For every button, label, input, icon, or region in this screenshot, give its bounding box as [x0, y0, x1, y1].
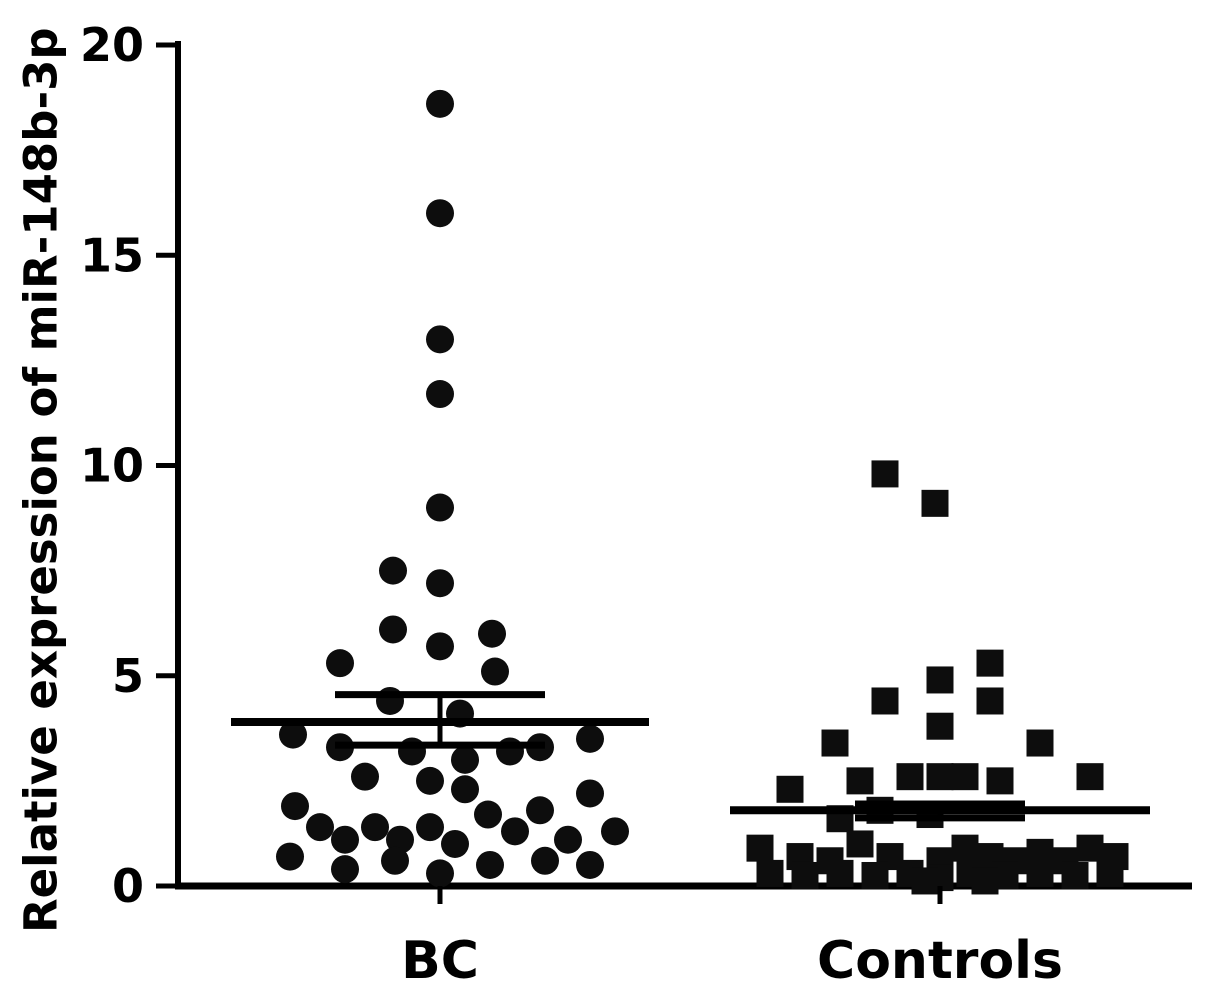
- data-point-square: [846, 767, 874, 795]
- data-point-square: [1061, 861, 1089, 889]
- x-axis-group-label: Controls: [817, 931, 1063, 991]
- data-point-square: [971, 867, 999, 895]
- data-point-square: [791, 861, 819, 889]
- data-point-circle: [306, 813, 334, 842]
- data-point-circle: [426, 859, 454, 888]
- data-point-square: [986, 767, 1014, 795]
- data-point-circle: [451, 745, 479, 774]
- data-point-square: [911, 867, 939, 895]
- data-point-square: [1076, 763, 1104, 791]
- data-point-square: [846, 830, 874, 858]
- data-point-circle: [331, 825, 359, 854]
- data-point-square: [951, 763, 979, 791]
- x-axis-group-label: BC: [401, 931, 479, 991]
- data-point-circle: [501, 817, 529, 846]
- data-point-circle: [426, 493, 454, 522]
- data-point-square: [871, 687, 899, 715]
- data-point-square: [776, 775, 804, 803]
- data-point-square: [1026, 729, 1054, 757]
- data-point-circle: [426, 569, 454, 598]
- data-point-square: [976, 687, 1004, 715]
- y-tick-label: 15: [80, 228, 144, 282]
- data-point-square: [976, 649, 1004, 677]
- data-point-square: [896, 763, 924, 791]
- data-point-circle: [279, 720, 307, 749]
- data-point-circle: [441, 829, 469, 858]
- data-point-circle: [478, 619, 506, 648]
- data-point-circle: [331, 855, 359, 884]
- data-point-circle: [426, 380, 454, 409]
- data-point-square: [821, 729, 849, 757]
- data-point-square: [746, 834, 774, 862]
- data-point-square: [756, 859, 784, 887]
- data-point-circle: [474, 800, 502, 829]
- data-point-circle: [426, 325, 454, 354]
- data-point-square: [951, 834, 979, 862]
- data-point-circle: [381, 846, 409, 875]
- data-point-circle: [426, 199, 454, 228]
- data-point-circle: [386, 825, 414, 854]
- y-tick-label: 5: [112, 649, 144, 703]
- data-point-circle: [281, 792, 309, 821]
- data-point-circle: [576, 850, 604, 879]
- data-point-circle: [379, 615, 407, 644]
- data-point-circle: [601, 817, 629, 846]
- data-point-circle: [481, 657, 509, 686]
- y-tick-label: 20: [80, 18, 144, 72]
- data-point-circle: [576, 724, 604, 753]
- data-point-square: [1026, 859, 1054, 887]
- data-point-square: [1096, 859, 1124, 887]
- data-point-circle: [426, 89, 454, 118]
- data-point-square: [926, 763, 954, 791]
- y-tick-label: 0: [112, 859, 144, 913]
- data-point-square: [826, 859, 854, 887]
- data-point-circle: [326, 649, 354, 678]
- data-point-circle: [379, 556, 407, 585]
- data-point-circle: [576, 779, 604, 808]
- y-tick-label: 10: [80, 439, 144, 493]
- data-point-circle: [526, 796, 554, 825]
- data-point-square: [921, 489, 949, 517]
- data-point-circle: [276, 842, 304, 871]
- data-point-square: [926, 666, 954, 694]
- data-point-circle: [361, 813, 389, 842]
- data-point-circle: [416, 766, 444, 795]
- data-point-circle: [351, 762, 379, 791]
- data-point-circle: [554, 825, 582, 854]
- data-point-square: [1076, 834, 1104, 862]
- data-point-circle: [451, 775, 479, 804]
- data-point-circle: [531, 846, 559, 875]
- data-point-circle: [426, 632, 454, 661]
- data-point-square: [871, 460, 899, 488]
- data-point-circle: [476, 850, 504, 879]
- data-point-circle: [416, 813, 444, 842]
- data-point-square: [861, 861, 889, 889]
- data-point-square: [926, 712, 954, 740]
